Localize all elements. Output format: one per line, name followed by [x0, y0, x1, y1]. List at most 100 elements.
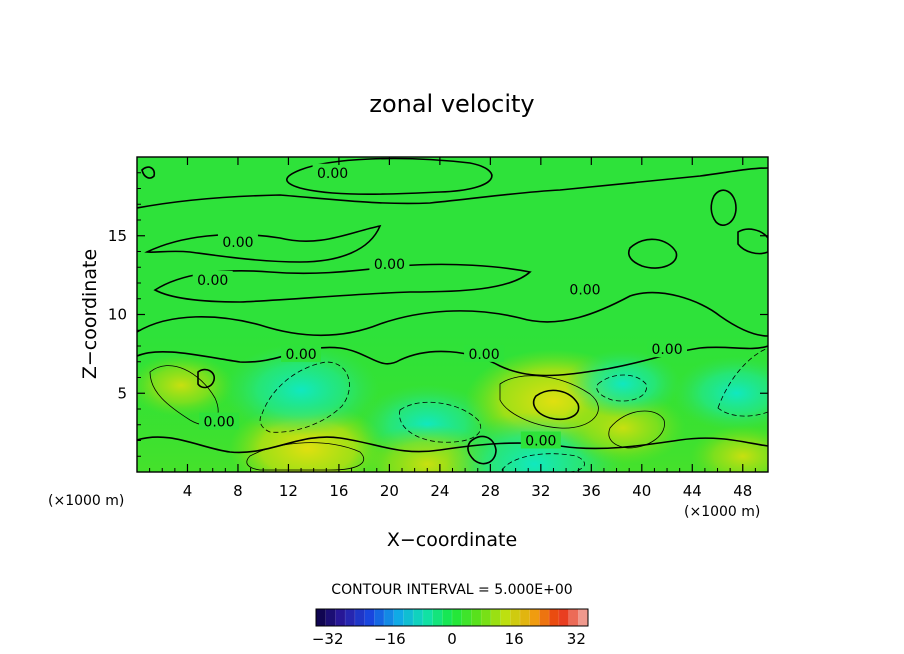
- colorbar-swatch: [393, 609, 404, 626]
- colorbar-tick-label: 32: [567, 630, 586, 648]
- velocity-feature-positive: [690, 425, 768, 472]
- x-tick-label: 24: [430, 482, 449, 500]
- contour-label: 0.00: [285, 347, 316, 363]
- colorbar-swatch: [316, 609, 327, 626]
- zero-contour-band-12: [153, 263, 532, 303]
- colorbar-tick-label: −16: [374, 630, 406, 648]
- colorbar-swatch: [529, 609, 540, 626]
- x-tick-label: 44: [683, 482, 702, 500]
- contour-interval-label: CONTOUR INTERVAL = 5.000E+00: [331, 582, 572, 598]
- zero-contour-bottom-lens: [467, 435, 497, 465]
- zero-contour-right-edge: [737, 228, 768, 255]
- x-axis: 4 8 12 16 20 24 28 32 36 40 44 48: [149, 157, 756, 500]
- contour-label-bg: [369, 255, 410, 273]
- x-tick-label: 4: [183, 482, 193, 500]
- contour-neg-center: [399, 401, 482, 443]
- y-tick-label: 15: [108, 227, 127, 245]
- contour-neg-right: [596, 374, 647, 402]
- colorbar-swatch: [422, 609, 434, 626]
- x-unit-right: (×1000 m): [684, 504, 760, 520]
- contour-pos-center-bottom: [246, 442, 365, 471]
- x-tick-label: 8: [233, 482, 243, 500]
- colorbar-tick-label: 16: [505, 630, 524, 648]
- colorbar-swatch: [335, 609, 346, 626]
- chart-title: zonal velocity: [369, 90, 534, 118]
- colorbar-swatch: [403, 609, 414, 626]
- zero-contour-top-band: [137, 167, 768, 209]
- y-axis: 5 10 15: [108, 172, 768, 457]
- contour-label: 0.00: [651, 342, 682, 358]
- contour-neg-bottom: [501, 453, 585, 472]
- x-tick-label: 16: [329, 482, 348, 500]
- contour-label-bg: [312, 163, 353, 181]
- velocity-feature-negative: [565, 349, 681, 418]
- x-tick-label: 36: [582, 482, 601, 500]
- zero-contour-right-island: [627, 238, 678, 269]
- contour-label-bg: [647, 340, 688, 358]
- contour-label-bg: [464, 344, 505, 362]
- colorbar-swatch: [500, 609, 511, 626]
- x-axis-label: X−coordinate: [387, 529, 517, 551]
- colorbar-frame: [315, 608, 589, 627]
- y-tick-label: 10: [108, 306, 127, 324]
- y-axis-label: Z−coordinate: [79, 249, 101, 379]
- velocity-feature-negative: [673, 356, 768, 431]
- contour-label: 0.00: [222, 235, 253, 251]
- colorbar-tick-label: 0: [447, 630, 457, 648]
- colorbar-swatch: [432, 609, 443, 626]
- colorbar-swatch: [384, 609, 395, 626]
- x-tick-label: 32: [531, 482, 550, 500]
- colorbar-swatch: [490, 609, 502, 626]
- colorbar-swatch: [481, 609, 492, 626]
- x-tick-label: 48: [733, 482, 752, 500]
- contour-label: 0.00: [525, 434, 556, 450]
- colorbar-swatch: [471, 609, 482, 626]
- zero-contour-mid: [137, 291, 768, 337]
- x-tick-label: 20: [380, 482, 399, 500]
- y-tick-label: 5: [117, 384, 127, 402]
- contour-label-bg: [217, 233, 258, 251]
- contour-label: 0.00: [197, 273, 228, 289]
- nonzero-contours: [149, 347, 768, 472]
- colorbar-swatch: [364, 609, 375, 626]
- x-tick-label: 40: [632, 482, 651, 500]
- x-unit-left: (×1000 m): [48, 493, 124, 509]
- contour-label-bg: [192, 270, 233, 288]
- zero-contour-right-small: [710, 189, 737, 226]
- zero-contour-bottom: [137, 436, 768, 454]
- x-tick-label: 12: [279, 482, 298, 500]
- colorbar-swatch: [510, 609, 521, 626]
- colorbar: −32 −16 0 16 32: [312, 608, 589, 648]
- contour-label-bg: [520, 431, 561, 449]
- colorbar-swatch: [520, 609, 531, 626]
- colorbar-swatch: [374, 609, 385, 626]
- colorbar-swatch: [568, 609, 579, 626]
- colorbar-swatch: [578, 609, 589, 626]
- contour-label: 0.00: [317, 166, 348, 182]
- colorbar-swatch: [413, 609, 424, 626]
- colorbar-swatch: [452, 609, 463, 626]
- contour-labels: 0.00 0.00 0.00 0.00 0.00 0.00 0.00 0.00 0.00 0.00: [192, 163, 688, 450]
- contour-pos-right: [608, 410, 665, 449]
- contour-label: 0.00: [203, 415, 234, 431]
- colorbar-swatch: [442, 609, 453, 626]
- contour-label-bg: [281, 344, 322, 362]
- colorbar-swatch: [539, 609, 550, 626]
- contour-pos-core: [499, 375, 599, 429]
- zero-contour-small-1: [197, 368, 216, 389]
- colorbar-swatch: [549, 609, 560, 626]
- contour-label-bg: [199, 412, 240, 430]
- contour-label: 0.00: [468, 347, 499, 363]
- zero-contour-small-2: [141, 166, 156, 179]
- contour-label-bg: [565, 280, 606, 298]
- plot-area: [137, 157, 768, 472]
- colorbar-swatch: [354, 609, 366, 626]
- x-tick-label: 28: [481, 482, 500, 500]
- colorbar-tick-label: −32: [312, 630, 344, 648]
- contour-label: 0.00: [374, 257, 405, 273]
- colorbar-swatch: [558, 609, 570, 626]
- zero-contour-core: [532, 389, 580, 420]
- colorbar-swatch: [461, 609, 472, 626]
- colorbar-swatch: [325, 609, 336, 626]
